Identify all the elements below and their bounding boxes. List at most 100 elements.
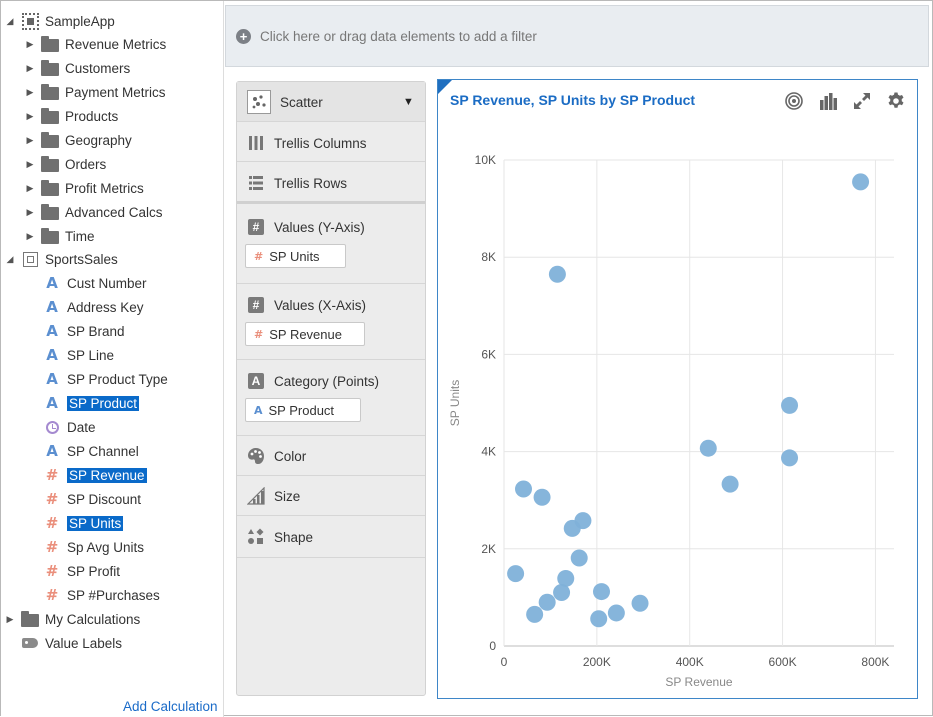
expand-arrow-icon[interactable]: ▶ — [26, 182, 34, 193]
section-label: Values (X-Axis) — [274, 297, 367, 313]
section-label: Category (Points) — [274, 373, 380, 389]
add-filter-icon[interactable]: + — [236, 29, 251, 44]
data-point[interactable] — [570, 549, 588, 567]
tree-folder-label: Advanced Calcs — [65, 204, 163, 220]
sp-revenue-pill[interactable]: # SP Revenue — [245, 322, 365, 346]
expand-arrow-icon[interactable]: ▶ — [26, 158, 34, 169]
tree-folder[interactable]: ▶ Products — [25, 105, 118, 127]
tree-column[interactable]: A SP Product Type — [43, 368, 168, 390]
tree-column[interactable]: A SP Product — [43, 392, 140, 414]
data-point[interactable] — [526, 605, 544, 623]
values-x-axis-section[interactable]: # Values (X-Axis) # SP Revenue — [237, 284, 425, 360]
tree-column[interactable]: A Cust Number — [43, 272, 146, 294]
tree-column-label: Address Key — [67, 299, 144, 315]
sp-units-pill[interactable]: # SP Units — [245, 244, 346, 268]
y-tick-label: 6K — [481, 347, 496, 361]
tree-column[interactable]: A SP Channel — [43, 440, 139, 462]
data-point[interactable] — [553, 584, 571, 602]
tree-folder[interactable]: ▶ Payment Metrics — [25, 81, 166, 103]
expand-arrow-icon[interactable]: ▶ — [6, 613, 14, 624]
attribute-icon: A — [46, 274, 58, 292]
attribute-icon: A — [46, 442, 58, 460]
expand-arrow-icon[interactable]: ▶ — [26, 38, 34, 49]
tree-column-label: SP Product — [67, 395, 140, 411]
maximize-icon[interactable] — [851, 91, 873, 111]
tree-column[interactable]: # SP Units — [43, 512, 124, 534]
viz-type-selector[interactable]: Scatter ▼ — [237, 82, 425, 122]
add-calculation-link[interactable]: Add Calculation — [123, 699, 218, 714]
tree-item-value-labels[interactable]: Value Labels — [21, 632, 122, 654]
data-point[interactable] — [507, 565, 525, 583]
values-y-axis-section[interactable]: # Values (Y-Axis) # SP Units — [237, 206, 425, 284]
tree-item-sportssales[interactable]: ◢ SportsSales — [5, 248, 118, 270]
tree-folder[interactable]: ▶ Revenue Metrics — [25, 33, 166, 55]
tree-column[interactable]: A Address Key — [43, 296, 144, 318]
shape-section[interactable]: Shape — [237, 516, 425, 558]
tree-column[interactable]: # Sp Avg Units — [43, 536, 144, 558]
tree-column-label: Date — [67, 419, 96, 435]
selection-corner-icon — [438, 80, 452, 94]
data-point[interactable] — [563, 519, 581, 537]
x-tick-label: 600K — [769, 655, 797, 669]
expand-arrow-icon[interactable]: ▶ — [26, 62, 34, 73]
scatter-visualization[interactable]: SP Revenue, SP Units by SP Product 0 2K 4K… — [437, 79, 918, 699]
tree-column[interactable]: # SP Discount — [43, 488, 141, 510]
tree-item-my-calculations[interactable]: ▶ My Calculations — [5, 608, 140, 630]
tree-folder-label: Revenue Metrics — [65, 36, 167, 52]
expand-arrow-icon[interactable]: ▶ — [26, 206, 34, 217]
tree-item-sampleapp[interactable]: ◢ SampleApp — [5, 10, 115, 32]
data-point[interactable] — [590, 610, 608, 628]
expand-arrow-icon[interactable]: ▶ — [26, 230, 34, 241]
tree-folder-label: Products — [65, 108, 119, 124]
data-point[interactable] — [721, 475, 739, 493]
size-section[interactable]: Size — [237, 476, 425, 516]
tree-column[interactable]: Date — [43, 416, 96, 438]
expand-arrow-icon[interactable]: ▶ — [26, 110, 34, 121]
data-point[interactable] — [781, 396, 799, 414]
trellis-columns-section[interactable]: Trellis Columns — [237, 122, 425, 162]
filter-bar[interactable]: + Click here or drag data elements to ad… — [225, 5, 929, 67]
tree-folder[interactable]: ▶ Profit Metrics — [25, 177, 144, 199]
tree-folder-label: Payment Metrics — [65, 84, 166, 100]
collapse-arrow-icon[interactable]: ◢ — [6, 253, 14, 264]
tree-column[interactable]: A SP Line — [43, 344, 114, 366]
data-point[interactable] — [699, 439, 717, 457]
tree-column[interactable]: # SP Profit — [43, 560, 120, 582]
data-point[interactable] — [593, 583, 610, 601]
collapse-arrow-icon[interactable]: ◢ — [6, 15, 14, 26]
data-point[interactable] — [548, 265, 566, 283]
trellis-rows-section[interactable]: Trellis Rows — [237, 162, 425, 204]
tree-folder[interactable]: ▶ Time — [25, 225, 95, 247]
expand-arrow-icon[interactable]: ▶ — [26, 134, 34, 145]
tree-column[interactable]: # SP #Purchases — [43, 584, 160, 606]
category-points-section[interactable]: A Category (Points) A SP Product — [237, 360, 425, 436]
dropdown-arrow-icon[interactable]: ▼ — [403, 96, 414, 108]
data-point[interactable] — [781, 449, 799, 467]
sp-product-pill[interactable]: A SP Product — [245, 398, 361, 422]
tree-column[interactable]: A SP Brand — [43, 320, 125, 342]
target-icon[interactable] — [783, 91, 805, 111]
measure-icon: # — [45, 514, 59, 532]
tree-column-label: SP Brand — [67, 323, 125, 339]
tree-folder[interactable]: ▶ Geography — [25, 129, 132, 151]
chart-title: SP Revenue, SP Units by SP Product — [450, 92, 696, 108]
tree-column[interactable]: # SP Revenue — [43, 464, 147, 486]
bar-chart-icon[interactable] — [817, 91, 839, 111]
tree-folder[interactable]: ▶ Advanced Calcs — [25, 201, 163, 223]
color-section[interactable]: Color — [237, 436, 425, 476]
expand-arrow-icon[interactable]: ▶ — [26, 86, 34, 97]
palette-icon — [247, 447, 265, 465]
pill-label: SP Product — [268, 402, 335, 418]
data-point[interactable] — [557, 569, 575, 587]
data-point[interactable] — [515, 480, 532, 498]
chart-toolbar — [783, 91, 907, 111]
data-point[interactable] — [533, 488, 551, 506]
data-point[interactable] — [852, 173, 870, 191]
gear-icon[interactable] — [885, 91, 907, 111]
data-point[interactable] — [607, 604, 625, 622]
tree-folder[interactable]: ▶ Customers — [25, 57, 130, 79]
data-point[interactable] — [538, 593, 556, 611]
tree-folder[interactable]: ▶ Orders — [25, 153, 106, 175]
data-point[interactable] — [631, 594, 649, 612]
